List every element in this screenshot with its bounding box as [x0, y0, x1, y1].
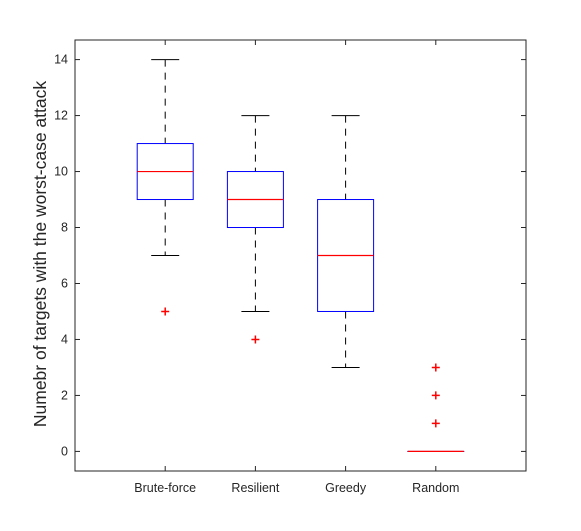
outlier-marker [161, 307, 170, 316]
y-tick-label: 10 [54, 165, 68, 179]
x-tick-label: Resilient [231, 481, 279, 495]
outlier-marker [431, 419, 440, 428]
x-tick-label: Brute-force [134, 481, 196, 495]
y-axis-label: Numebr of targets with the worst-case at… [30, 81, 50, 427]
x-tick-label: Random [412, 481, 459, 495]
y-tick-label: 0 [61, 444, 68, 458]
y-tick-label: 12 [54, 109, 68, 123]
box-group-resilient [226, 115, 284, 344]
y-tick-label: 8 [61, 221, 68, 235]
y-tick-label: 6 [61, 276, 68, 290]
plot-marks [136, 59, 465, 453]
y-tick-label: 14 [54, 53, 68, 67]
y-tick-label: 2 [61, 388, 68, 402]
y-tick-label: 4 [61, 332, 68, 346]
box-group-brute-force [136, 59, 194, 316]
outlier-marker [431, 391, 440, 400]
box-group-random [407, 363, 465, 453]
box-group-greedy [317, 115, 375, 368]
outlier-marker [251, 335, 260, 344]
outlier-marker [431, 363, 440, 372]
axes: 0 2 4 6 8 10 12 14 Brute-force Resilient Greedy Ran… [54, 39, 527, 495]
x-tick-label: Greedy [325, 481, 367, 495]
plot-frame [74, 39, 527, 472]
